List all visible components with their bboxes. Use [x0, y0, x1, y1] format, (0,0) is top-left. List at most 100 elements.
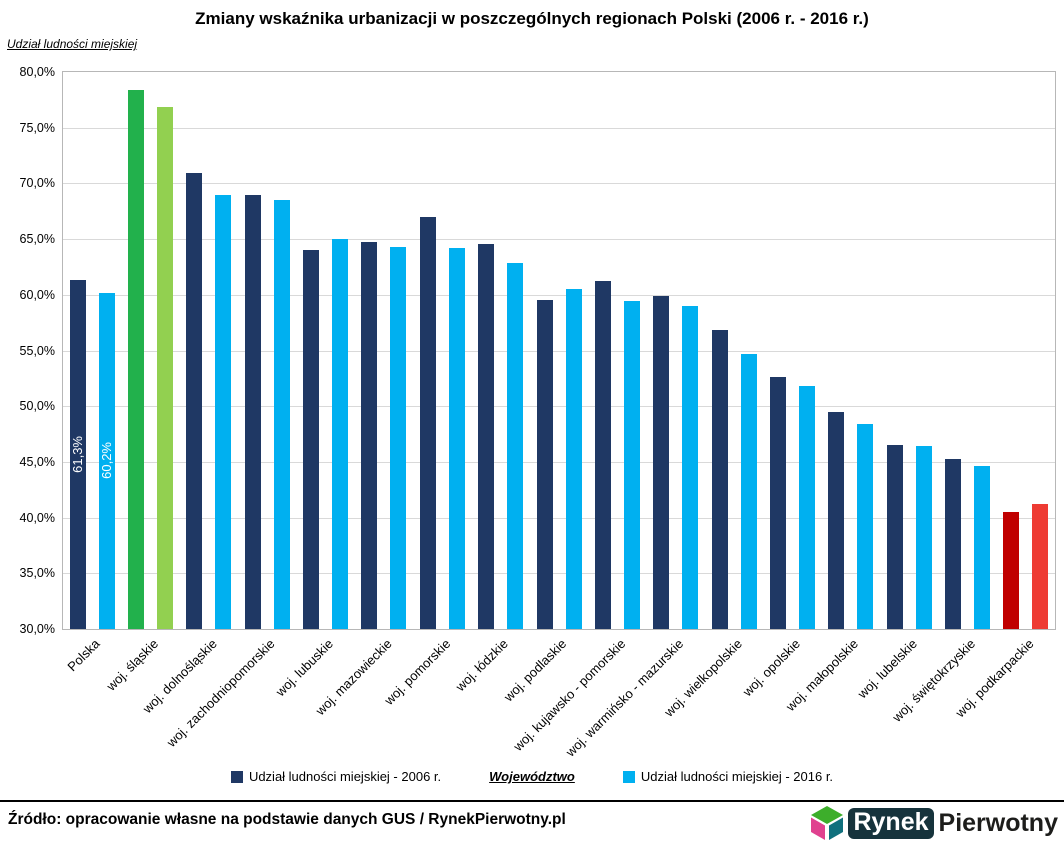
x-tick-label: woj. zachodniopomorskie: [164, 636, 278, 750]
bar-2016-6: [448, 248, 465, 629]
y-tick-label: 70,0%: [19, 176, 55, 191]
bar-group: [705, 72, 763, 629]
logo-text-pierwotny: Pierwotny: [938, 808, 1058, 837]
bar-2006-15: [945, 458, 962, 629]
bar-2016-1: [157, 106, 174, 629]
bar-2016-15: [974, 466, 991, 629]
bar-group: [997, 72, 1055, 629]
bar-group: [647, 72, 705, 629]
bar-group: [938, 72, 996, 629]
bar-2006-4: [303, 250, 320, 629]
gridline: [63, 573, 1055, 575]
bar-2006-1: [128, 89, 145, 629]
gridline: [63, 239, 1055, 241]
y-axis-title: Udział ludności miejskiej: [7, 37, 138, 51]
bar-2016-2: [215, 194, 232, 629]
y-tick-label: 75,0%: [19, 120, 55, 135]
y-tick-label: 45,0%: [19, 454, 55, 469]
gridline: [63, 127, 1055, 129]
y-tick-label: 35,0%: [19, 566, 55, 581]
bar-group: [238, 72, 296, 629]
bar-2016-3: [273, 200, 290, 629]
bar-2006-0: 61,3%: [69, 280, 86, 629]
bar-group: [355, 72, 413, 629]
bar-2006-11: [711, 330, 728, 629]
gridline: [63, 406, 1055, 408]
bar-group: [180, 72, 238, 629]
bar-2016-8: [565, 289, 582, 629]
logo-house-icon: [811, 806, 844, 840]
x-tick-label: woj. śląskie: [103, 636, 162, 694]
x-tick-label: woj. lubelskie: [854, 636, 920, 702]
source-text: Źródło: opracowanie własne na podstawie …: [8, 811, 566, 828]
bar-2016-0: 60,2%: [98, 292, 115, 629]
bar-group: [763, 72, 821, 629]
gridline: [63, 517, 1055, 519]
legend: Udział ludności miejskiej - 2006 r. Woje…: [0, 769, 1064, 784]
bar-2016-12: [798, 386, 815, 629]
bar-2006-16: [1003, 512, 1020, 629]
bar-group: [822, 72, 880, 629]
legend-label-2006: Udział ludności miejskiej - 2006 r.: [248, 769, 442, 784]
logo-text-rynek: Rynek: [848, 807, 934, 839]
bar-2006-3: [244, 194, 261, 629]
y-axis-ticks: 30,0% 35,0% 40,0% 45,0% 50,0% 55,0% 60,0% 65,0%…: [20, 65, 1055, 636]
rynekpierwotny-logo: Rynek Pierwotny: [809, 804, 1058, 842]
x-tick-label: woj. łódzkie: [453, 636, 512, 695]
x-tick-label: woj. kujawsko - pomorskie: [510, 636, 628, 754]
bar-2006-2: [186, 173, 203, 629]
bar-group: [588, 72, 646, 629]
bar-value-label: 60,2%: [99, 442, 115, 480]
bar-2016-10: [682, 305, 699, 629]
gridline: [63, 183, 1055, 185]
bar-2006-9: [594, 281, 611, 629]
x-tick-label: woj. warmińsko - mazurskie: [562, 636, 687, 760]
bar-group: [296, 72, 354, 629]
y-tick-label: 65,0%: [19, 232, 55, 247]
x-tick-label: Polska: [64, 636, 103, 675]
legend-item-2016: Udział ludności miejskiej - 2016 r.: [622, 769, 834, 784]
bar-group: [880, 72, 938, 629]
legend-swatch-2016: [622, 770, 635, 783]
bar-group: [121, 72, 179, 629]
bar-2006-13: [828, 411, 845, 629]
bar-2006-14: [886, 445, 903, 629]
gridline: [63, 350, 1055, 352]
bar-group: [472, 72, 530, 629]
bar-group: [413, 72, 471, 629]
bar-2016-9: [623, 301, 640, 629]
bar-2016-16: [1032, 504, 1049, 629]
bar-group: 61,3% 60,2%: [63, 72, 121, 629]
bar-2006-12: [769, 377, 786, 629]
gridline: [63, 294, 1055, 296]
bar-2016-4: [332, 239, 349, 629]
legend-swatch-2006: [230, 770, 243, 783]
bar-value-label: 61,3%: [70, 436, 86, 474]
bar-2016-13: [857, 424, 874, 629]
bar-group: [530, 72, 588, 629]
footer-divider: [0, 800, 1064, 802]
x-axis-labels: Polska woj. śląskie woj. dolnośląskie woj. …: [63, 629, 1055, 779]
bar-2016-7: [507, 262, 524, 629]
y-tick-label: 50,0%: [19, 399, 55, 414]
x-tick-label: woj. opolskie: [739, 636, 804, 700]
gridline: [63, 461, 1055, 463]
y-tick-label: 30,0%: [19, 622, 55, 636]
bar-2016-14: [915, 446, 932, 629]
plot-area: 30,0% 35,0% 40,0% 45,0% 50,0% 55,0% 60,0% 65,0%…: [20, 65, 1056, 760]
x-axis-title: Województwo: [489, 769, 575, 784]
legend-label-2016: Udział ludności miejskiej - 2016 r.: [640, 769, 834, 784]
bar-2006-6: [419, 216, 436, 629]
bar-2016-5: [390, 246, 407, 629]
bar-2006-10: [653, 295, 670, 629]
bar-2006-5: [361, 242, 378, 629]
y-tick-label: 55,0%: [19, 343, 55, 358]
x-tick-label: woj. lubuskie: [272, 636, 337, 700]
bar-2016-11: [740, 353, 757, 629]
y-tick-label: 60,0%: [19, 287, 55, 302]
legend-item-2006: Udział ludności miejskiej - 2006 r.: [230, 769, 442, 784]
bars: 61,3% 60,2%: [63, 72, 1055, 629]
bar-2006-8: [536, 300, 553, 629]
chart-title: Zmiany wskaźnika urbanizacji w poszczegó…: [195, 9, 869, 28]
